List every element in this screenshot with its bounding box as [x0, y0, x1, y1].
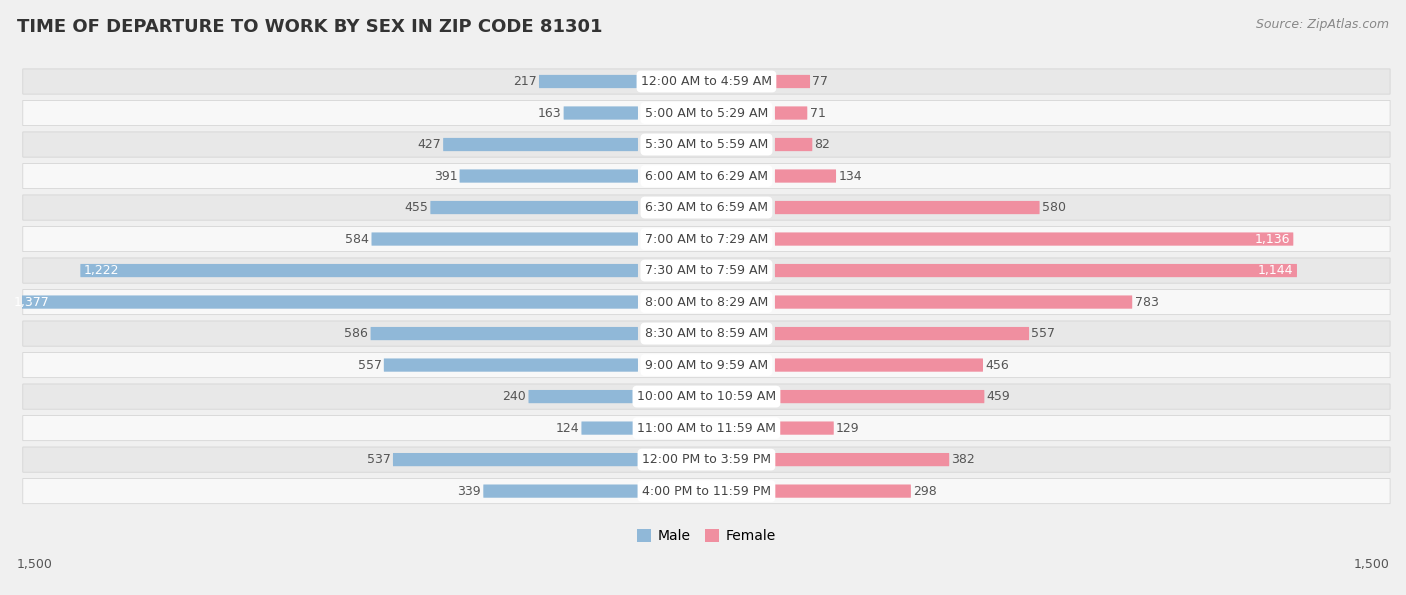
- Text: 240: 240: [502, 390, 526, 403]
- FancyBboxPatch shape: [775, 484, 911, 498]
- FancyBboxPatch shape: [22, 352, 1391, 378]
- FancyBboxPatch shape: [22, 321, 1391, 346]
- FancyBboxPatch shape: [22, 227, 1391, 252]
- Text: 1,500: 1,500: [17, 558, 53, 571]
- FancyBboxPatch shape: [775, 138, 813, 151]
- FancyBboxPatch shape: [564, 107, 638, 120]
- FancyBboxPatch shape: [371, 233, 638, 246]
- FancyBboxPatch shape: [22, 384, 1391, 409]
- Text: 584: 584: [346, 233, 370, 246]
- Text: 783: 783: [1135, 296, 1159, 309]
- Text: 9:00 AM to 9:59 AM: 9:00 AM to 9:59 AM: [645, 359, 768, 371]
- FancyBboxPatch shape: [775, 358, 983, 372]
- FancyBboxPatch shape: [775, 390, 984, 403]
- FancyBboxPatch shape: [484, 484, 638, 498]
- FancyBboxPatch shape: [392, 453, 638, 466]
- FancyBboxPatch shape: [10, 296, 638, 309]
- Text: 6:00 AM to 6:29 AM: 6:00 AM to 6:29 AM: [645, 170, 768, 183]
- Text: Source: ZipAtlas.com: Source: ZipAtlas.com: [1256, 18, 1389, 31]
- Text: 5:30 AM to 5:59 AM: 5:30 AM to 5:59 AM: [645, 138, 768, 151]
- FancyBboxPatch shape: [775, 107, 807, 120]
- FancyBboxPatch shape: [22, 164, 1391, 189]
- FancyBboxPatch shape: [775, 201, 1039, 214]
- Text: 7:00 AM to 7:29 AM: 7:00 AM to 7:29 AM: [645, 233, 768, 246]
- Text: 557: 557: [1032, 327, 1056, 340]
- FancyBboxPatch shape: [22, 289, 1391, 315]
- Text: 8:00 AM to 8:29 AM: 8:00 AM to 8:29 AM: [645, 296, 768, 309]
- Text: 382: 382: [952, 453, 976, 466]
- Text: 6:30 AM to 6:59 AM: 6:30 AM to 6:59 AM: [645, 201, 768, 214]
- FancyBboxPatch shape: [22, 101, 1391, 126]
- Text: 12:00 PM to 3:59 PM: 12:00 PM to 3:59 PM: [643, 453, 770, 466]
- FancyBboxPatch shape: [775, 264, 1296, 277]
- FancyBboxPatch shape: [775, 421, 834, 435]
- Text: 124: 124: [555, 422, 579, 434]
- FancyBboxPatch shape: [430, 201, 638, 214]
- FancyBboxPatch shape: [22, 447, 1391, 472]
- FancyBboxPatch shape: [529, 390, 638, 403]
- FancyBboxPatch shape: [538, 75, 638, 88]
- FancyBboxPatch shape: [22, 195, 1391, 220]
- FancyBboxPatch shape: [22, 258, 1391, 283]
- Text: 537: 537: [367, 453, 391, 466]
- Text: 1,144: 1,144: [1258, 264, 1294, 277]
- Text: 1,377: 1,377: [13, 296, 49, 309]
- Text: 339: 339: [457, 484, 481, 497]
- Text: 1,500: 1,500: [1353, 558, 1389, 571]
- FancyBboxPatch shape: [22, 132, 1391, 157]
- FancyBboxPatch shape: [384, 358, 638, 372]
- Text: 77: 77: [813, 75, 828, 88]
- Text: 71: 71: [810, 107, 825, 120]
- FancyBboxPatch shape: [460, 170, 638, 183]
- Text: 580: 580: [1042, 201, 1066, 214]
- Text: TIME OF DEPARTURE TO WORK BY SEX IN ZIP CODE 81301: TIME OF DEPARTURE TO WORK BY SEX IN ZIP …: [17, 18, 602, 36]
- FancyBboxPatch shape: [775, 170, 837, 183]
- Text: 11:00 AM to 11:59 AM: 11:00 AM to 11:59 AM: [637, 422, 776, 434]
- Text: 456: 456: [986, 359, 1010, 371]
- Text: 298: 298: [912, 484, 936, 497]
- Text: 8:30 AM to 8:59 AM: 8:30 AM to 8:59 AM: [645, 327, 768, 340]
- Text: 391: 391: [433, 170, 457, 183]
- Text: 1,136: 1,136: [1254, 233, 1289, 246]
- FancyBboxPatch shape: [775, 327, 1029, 340]
- Text: 134: 134: [838, 170, 862, 183]
- FancyBboxPatch shape: [371, 327, 638, 340]
- FancyBboxPatch shape: [582, 421, 638, 435]
- Text: 1,222: 1,222: [84, 264, 120, 277]
- FancyBboxPatch shape: [775, 75, 810, 88]
- FancyBboxPatch shape: [775, 453, 949, 466]
- Text: 427: 427: [418, 138, 441, 151]
- FancyBboxPatch shape: [22, 478, 1391, 504]
- Text: 4:00 PM to 11:59 PM: 4:00 PM to 11:59 PM: [643, 484, 770, 497]
- Text: 12:00 AM to 4:59 AM: 12:00 AM to 4:59 AM: [641, 75, 772, 88]
- Text: 10:00 AM to 10:59 AM: 10:00 AM to 10:59 AM: [637, 390, 776, 403]
- Text: 459: 459: [987, 390, 1011, 403]
- FancyBboxPatch shape: [80, 264, 638, 277]
- Text: 586: 586: [344, 327, 368, 340]
- Text: 82: 82: [814, 138, 831, 151]
- FancyBboxPatch shape: [775, 296, 1132, 309]
- Legend: Male, Female: Male, Female: [637, 530, 776, 543]
- Text: 7:30 AM to 7:59 AM: 7:30 AM to 7:59 AM: [645, 264, 768, 277]
- FancyBboxPatch shape: [443, 138, 638, 151]
- FancyBboxPatch shape: [22, 415, 1391, 441]
- Text: 129: 129: [837, 422, 859, 434]
- Text: 5:00 AM to 5:29 AM: 5:00 AM to 5:29 AM: [645, 107, 768, 120]
- Text: 557: 557: [357, 359, 381, 371]
- Text: 163: 163: [537, 107, 561, 120]
- Text: 455: 455: [404, 201, 427, 214]
- FancyBboxPatch shape: [22, 69, 1391, 94]
- FancyBboxPatch shape: [775, 233, 1294, 246]
- Text: 217: 217: [513, 75, 537, 88]
